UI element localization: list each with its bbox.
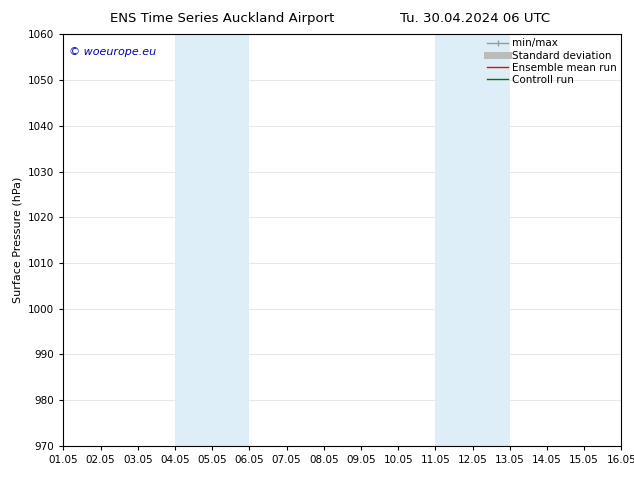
Text: ENS Time Series Auckland Airport: ENS Time Series Auckland Airport <box>110 12 334 25</box>
Bar <box>436 34 510 446</box>
Legend: min/max, Standard deviation, Ensemble mean run, Controll run: min/max, Standard deviation, Ensemble me… <box>485 36 619 87</box>
Text: Tu. 30.04.2024 06 UTC: Tu. 30.04.2024 06 UTC <box>401 12 550 25</box>
Y-axis label: Surface Pressure (hPa): Surface Pressure (hPa) <box>13 177 23 303</box>
Bar <box>175 34 249 446</box>
Text: © woeurope.eu: © woeurope.eu <box>69 47 156 57</box>
